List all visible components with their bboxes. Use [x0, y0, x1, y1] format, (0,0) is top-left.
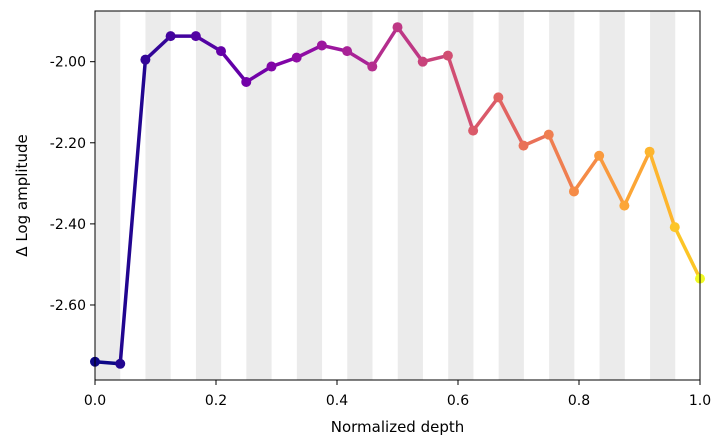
background-band [498, 11, 524, 380]
x-tick-label: 0.8 [568, 393, 590, 409]
y-tick-label: -2.60 [50, 298, 86, 314]
line-segment [647, 149, 677, 229]
line-segment [219, 49, 248, 84]
x-tick-label: 0.2 [205, 393, 227, 409]
data-point [644, 146, 655, 157]
line-segment [673, 225, 702, 281]
background-band [296, 11, 323, 380]
line-segment [446, 53, 475, 133]
data-point [165, 31, 176, 42]
background-band [549, 11, 575, 380]
x-tick-label: 0.0 [84, 393, 106, 409]
data-point [216, 46, 227, 57]
line-segment [597, 154, 627, 208]
background-band [145, 11, 171, 380]
series-points [90, 22, 705, 369]
data-point [417, 56, 428, 67]
data-point [468, 125, 479, 136]
background-band [195, 11, 222, 380]
line-segment [547, 132, 576, 194]
data-point [392, 22, 403, 33]
background-bands [95, 11, 676, 380]
background-band [397, 11, 423, 380]
data-point [266, 61, 277, 72]
line-segment [496, 95, 526, 148]
background-band [347, 11, 373, 380]
data-point [493, 92, 504, 103]
plot-frame [94, 10, 701, 381]
background-band [95, 11, 121, 380]
data-point [316, 40, 327, 51]
y-tick-label: -2.00 [50, 55, 86, 71]
data-point [291, 52, 302, 63]
x-tick-label: 0.4 [326, 393, 348, 409]
x-tick-label: 1.0 [689, 393, 711, 409]
y-tick-label: -2.40 [50, 217, 86, 233]
data-point [669, 222, 680, 233]
y-axis-label: Δ Log amplitude [13, 134, 31, 256]
data-point [140, 54, 151, 65]
line-segment [118, 57, 148, 366]
x-axis: 0.0 0.2 0.4 0.6 0.8 1.0 [84, 380, 711, 409]
data-point [543, 129, 554, 140]
y-tick-label: -2.20 [50, 136, 86, 152]
data-point [115, 358, 126, 369]
data-point [518, 140, 529, 151]
data-point [568, 186, 579, 197]
data-point [241, 76, 252, 87]
data-point [442, 50, 453, 61]
data-point [367, 61, 378, 72]
line-segment [471, 95, 501, 133]
line-segment [572, 154, 601, 194]
data-point [342, 46, 353, 57]
line-segment [370, 25, 400, 69]
x-tick-label: 0.6 [447, 393, 469, 409]
y-axis: -2.00 -2.20 -2.40 -2.60 [50, 55, 95, 314]
data-point [190, 31, 201, 42]
line-segment [622, 149, 652, 208]
data-point [619, 200, 630, 211]
x-axis-label: Normalized depth [331, 418, 465, 436]
line-segment [395, 25, 425, 64]
line-segment [143, 34, 173, 62]
data-point [594, 150, 605, 161]
